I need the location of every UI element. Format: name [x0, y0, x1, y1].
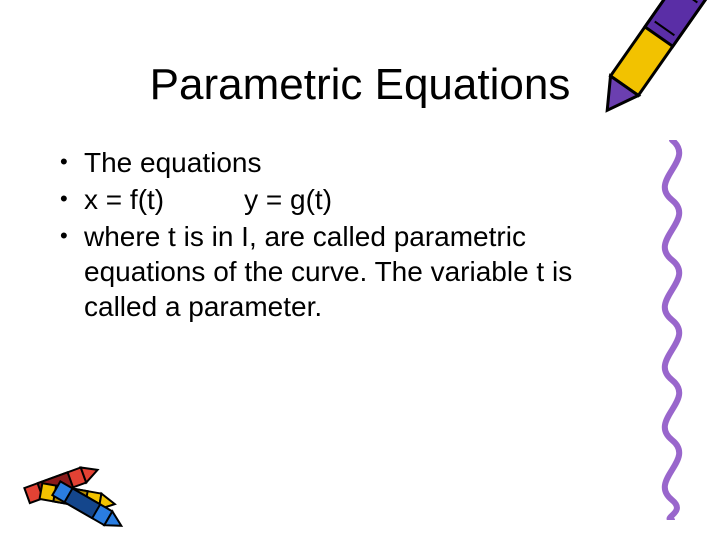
slide: Parametric Equations • The equations • x…	[0, 0, 720, 540]
bullet-dot-icon: •	[60, 219, 84, 253]
bullet-text: The equations	[84, 145, 640, 180]
crayons-cluster-icon	[10, 430, 160, 530]
bullet-dot-icon: •	[60, 182, 84, 216]
bullet-dot-icon: •	[60, 145, 84, 179]
bullet-item: • The equations	[60, 145, 640, 180]
bullet-item: • x = f(t) y = g(t)	[60, 182, 640, 217]
bullet-text: where t is in I, are called parametric e…	[84, 219, 640, 324]
equation-x: x = f(t)	[84, 184, 164, 215]
bullet-text: x = f(t) y = g(t)	[84, 182, 640, 217]
bullet-item: • where t is in I, are called parametric…	[60, 219, 640, 324]
slide-title: Parametric Equations	[0, 60, 720, 110]
equation-y: y = g(t)	[244, 184, 332, 215]
slide-body: • The equations • x = f(t) y = g(t) • whe…	[60, 145, 640, 326]
squiggle-icon	[642, 140, 702, 520]
